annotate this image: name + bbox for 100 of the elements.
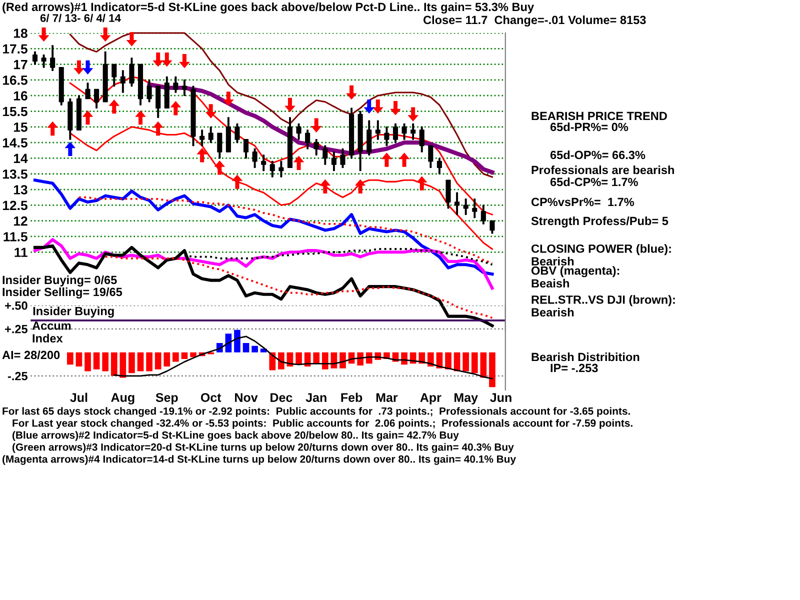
x-tick-label: Feb	[341, 392, 362, 402]
y-tick-label: +.50	[5, 301, 28, 310]
candlestick	[314, 139, 319, 156]
bar	[242, 343, 250, 352]
bar	[190, 352, 196, 358]
candlestick	[94, 88, 100, 109]
y-tick-label: 12	[14, 216, 28, 226]
candlestick	[102, 51, 108, 102]
bar	[296, 352, 302, 365]
point	[408, 107, 418, 122]
line-series	[69, 32, 493, 178]
text: OBV (magenta): Beaish	[531, 266, 620, 288]
y-tick-label: 17	[14, 60, 28, 70]
text: IP= -.253	[550, 364, 598, 372]
candlestick	[68, 98, 73, 140]
candlestick	[340, 148, 346, 168]
bar	[181, 352, 188, 359]
candlestick	[331, 152, 336, 172]
text: For last 65 days stock changed -19.1% or -2.92 points: Public accounts for .73 points.; Professionals account for -3.65 points.	[2, 407, 630, 417]
bar	[172, 352, 179, 362]
point	[284, 98, 296, 112]
point	[354, 179, 366, 194]
text: 65d-CP%= 1.7%	[550, 178, 638, 186]
bar	[489, 352, 496, 388]
ref-line-label: Insider Buying	[33, 306, 114, 318]
point	[223, 92, 234, 106]
candlestick	[419, 126, 424, 152]
annotation: Insider Selling= 19/65	[2, 287, 122, 299]
text: Close= 11.7 Change=-.01 Volume= 8153	[423, 15, 646, 27]
text: (Blue arrows)#2 Indicator=5-d St-KLine goes back above 20/below 80.. Its gain= 42.7% Buy	[12, 431, 459, 441]
bar	[445, 352, 452, 370]
x-tick-label: Sep	[156, 393, 178, 404]
candlestick	[296, 123, 302, 140]
candlestick	[190, 86, 196, 146]
point	[74, 60, 84, 75]
candlestick	[322, 145, 328, 165]
y-tick-label: 11	[14, 248, 28, 257]
candlestick	[32, 51, 38, 65]
candlestick	[366, 120, 372, 156]
point	[372, 99, 384, 114]
candlestick	[182, 80, 187, 96]
candlestick	[217, 132, 222, 159]
y-axis-title: Accum Index	[32, 322, 71, 343]
x-tick-label: May	[454, 393, 478, 404]
y-tick-label: 16	[14, 91, 28, 101]
point	[47, 121, 58, 136]
candlestick	[472, 198, 478, 218]
bar	[120, 352, 126, 378]
candlestick	[436, 158, 442, 174]
candlestick	[375, 120, 380, 140]
candlestick	[146, 80, 152, 102]
candlestick	[156, 86, 161, 118]
bar	[154, 352, 162, 370]
text: CLOSING POWER (blue): Bearish	[531, 244, 671, 266]
bar	[164, 352, 170, 366]
y-tick-label: 15	[14, 122, 28, 132]
candlestick	[402, 123, 407, 140]
point	[82, 110, 94, 125]
candlestick	[112, 64, 117, 87]
x-tick-label: Jun	[490, 393, 512, 402]
point	[170, 101, 182, 116]
candlestick	[428, 145, 434, 168]
x-tick-label: Dec	[270, 393, 292, 402]
text: (Green arrows)#3 Indicator=20-d St-KLine turns up below 20/turns down over 80.. Its gain= 40.3% Buy	[12, 443, 514, 453]
bar	[84, 352, 91, 372]
bar	[340, 352, 346, 368]
candlestick	[58, 67, 64, 106]
candlestick	[490, 220, 495, 234]
annotation: Insider Buying= 0/65	[2, 275, 117, 287]
candlestick	[226, 117, 231, 152]
point	[381, 152, 392, 167]
point	[135, 110, 146, 125]
point	[108, 99, 120, 114]
x-tick-label: Nov	[235, 393, 258, 402]
bar	[93, 352, 100, 370]
bar	[322, 352, 328, 370]
point	[152, 121, 164, 136]
bar	[102, 352, 108, 372]
candlestick	[261, 154, 266, 172]
y-tick-label: 18	[14, 28, 28, 38]
text: Bearish Distribition	[532, 352, 640, 362]
text: 65d-PR%= 0%	[550, 122, 628, 132]
y-tick-label: 12.5	[2, 200, 28, 210]
point	[320, 179, 331, 194]
candlestick	[243, 139, 249, 159]
candlestick	[164, 76, 170, 109]
y-tick-label: +.25	[5, 324, 28, 334]
candlestick	[50, 45, 56, 71]
candlestick	[138, 64, 144, 106]
bar	[462, 352, 469, 372]
y-tick-label: 13	[14, 185, 28, 194]
point	[416, 176, 428, 190]
point	[38, 27, 50, 42]
y-tick-label: 17.5	[2, 44, 28, 54]
point	[152, 52, 164, 67]
point	[82, 60, 94, 75]
bar	[234, 330, 240, 352]
bar	[146, 352, 152, 372]
candlestick	[358, 110, 363, 172]
bar	[428, 352, 434, 366]
